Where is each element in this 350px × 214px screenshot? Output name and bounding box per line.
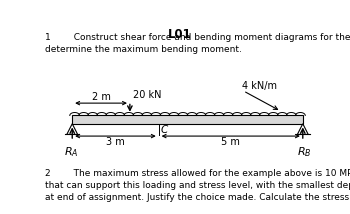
- Text: 3 m: 3 m: [106, 137, 125, 147]
- Text: 5 m: 5 m: [221, 137, 240, 147]
- Text: 2        The maximum stress allowed for the example above is 10 MPa. Find the be: 2 The maximum stress allowed for the exa…: [45, 169, 350, 202]
- Text: L01: L01: [168, 28, 191, 41]
- Text: 2 m: 2 m: [92, 92, 111, 102]
- Text: 1        Construct shear force and bending moment diagrams for the beam shown be: 1 Construct shear force and bending mome…: [45, 33, 350, 54]
- Text: $R_A$: $R_A$: [64, 145, 78, 159]
- Text: 4 kN/m: 4 kN/m: [242, 81, 277, 91]
- Text: $R_B$: $R_B$: [297, 145, 312, 159]
- Bar: [72, 116, 303, 124]
- Text: 20 kN: 20 kN: [133, 90, 161, 100]
- Text: C: C: [161, 125, 168, 135]
